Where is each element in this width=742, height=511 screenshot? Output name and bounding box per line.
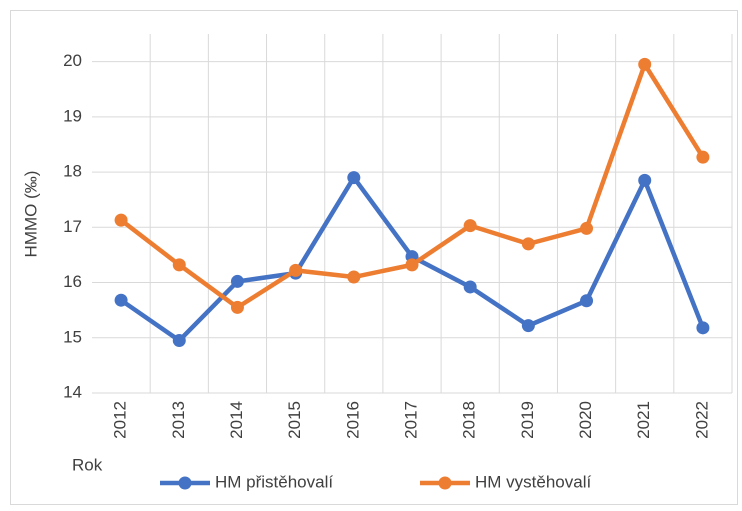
legend-marker (438, 476, 452, 490)
x-tick-label: 2021 (634, 401, 653, 439)
x-tick-label: 2022 (692, 401, 711, 439)
x-axis-label: Rok (72, 455, 103, 474)
legend-label: HM vystěhovalí (475, 472, 591, 491)
y-axis-label: HMMO (‰) (21, 171, 40, 258)
data-point (230, 274, 244, 288)
x-tick-label: 2014 (227, 401, 246, 439)
y-tick-label: 18 (63, 162, 82, 181)
data-point (696, 150, 710, 164)
data-point (521, 319, 535, 333)
data-point (463, 280, 477, 294)
y-tick-label: 15 (63, 327, 82, 346)
data-point (114, 293, 128, 307)
chart-border (10, 10, 738, 505)
x-tick-label: 2018 (460, 401, 479, 439)
data-point (521, 237, 535, 251)
x-tick-label: 2013 (169, 401, 188, 439)
legend-marker (178, 476, 192, 490)
x-tick-label: 2015 (285, 401, 304, 439)
legend-label: HM přistěhovalí (215, 472, 333, 491)
data-point (347, 270, 361, 284)
data-point (696, 321, 710, 335)
data-point (638, 173, 652, 187)
data-point (580, 221, 594, 235)
y-tick-label: 16 (63, 272, 82, 291)
data-point (172, 258, 186, 272)
data-point (580, 294, 594, 308)
x-tick-label: 2020 (576, 401, 595, 439)
data-point (230, 300, 244, 314)
y-tick-label: 19 (63, 106, 82, 125)
data-point (172, 334, 186, 348)
data-point (289, 263, 303, 277)
y-tick-label: 14 (63, 382, 82, 401)
y-tick-label: 17 (63, 217, 82, 236)
data-point (463, 219, 477, 233)
data-point (638, 57, 652, 71)
data-point (405, 258, 419, 272)
x-tick-label: 2016 (343, 401, 362, 439)
x-tick-label: 2019 (518, 401, 537, 439)
data-point (114, 213, 128, 227)
y-tick-label: 20 (63, 51, 82, 70)
x-tick-label: 2012 (111, 401, 130, 439)
x-tick-label: 2017 (401, 401, 420, 439)
data-point (347, 171, 361, 185)
